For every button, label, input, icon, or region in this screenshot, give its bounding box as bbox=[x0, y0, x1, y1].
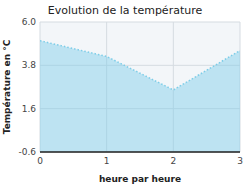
x-tick-label: 1 bbox=[104, 156, 110, 166]
x-tick-label: 2 bbox=[170, 156, 176, 166]
x-tick-label: 0 bbox=[37, 156, 43, 166]
y-tick-label: 6.0 bbox=[22, 17, 37, 27]
x-axis-line bbox=[40, 151, 240, 153]
y-tick-label: -0.6 bbox=[18, 147, 36, 157]
y-tick-label: 3.8 bbox=[22, 60, 37, 70]
grid bbox=[40, 22, 240, 152]
series bbox=[40, 41, 240, 152]
y-tick-label: 1.6 bbox=[22, 104, 37, 114]
x-tick-label: 3 bbox=[237, 156, 243, 166]
y-grid-line bbox=[40, 22, 240, 23]
title: Evolution de la température bbox=[48, 4, 203, 17]
area bbox=[40, 41, 240, 152]
y-grid-line bbox=[40, 152, 240, 153]
x-axis-label: heure par heure bbox=[99, 174, 181, 184]
line bbox=[40, 41, 240, 90]
plot-area bbox=[40, 22, 240, 152]
y-axis-label: Température en °C bbox=[2, 39, 12, 134]
chart: -0.6 1.6 3.8 6.0 0 1 2 3 Evolution de la tempéra… bbox=[0, 0, 250, 188]
